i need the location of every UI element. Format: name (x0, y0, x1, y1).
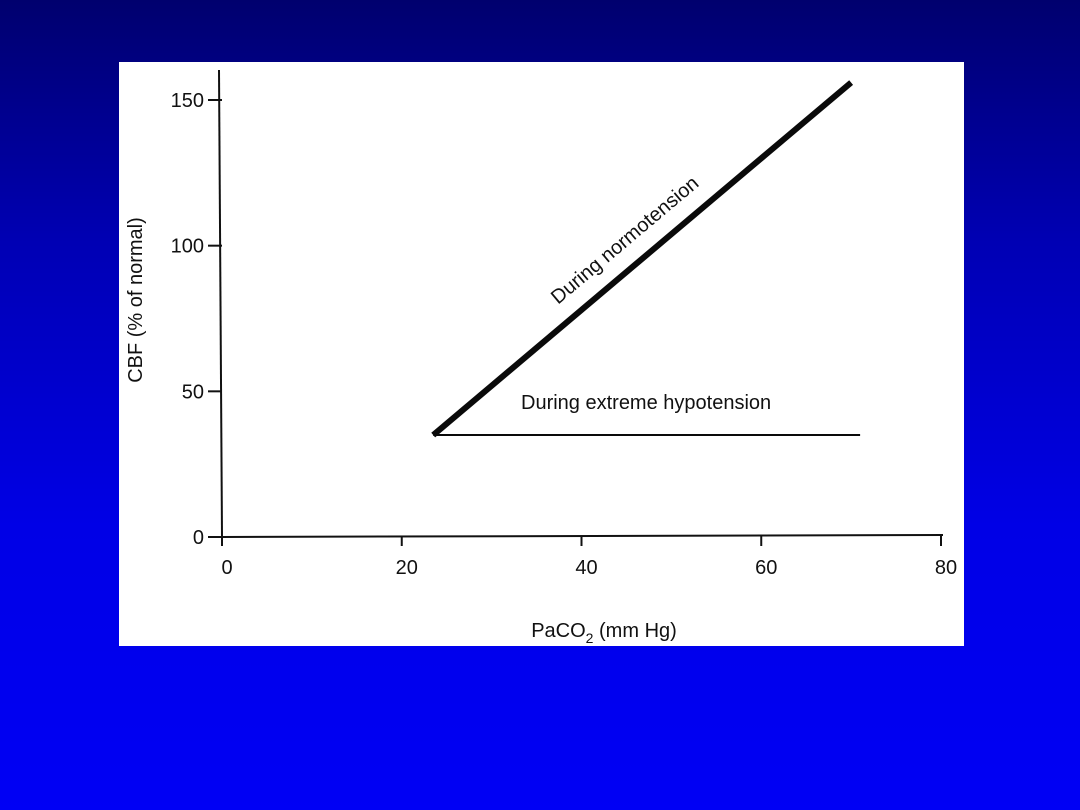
normotension-label: During normotension (547, 172, 703, 309)
x-tick-label: 80 (935, 557, 957, 579)
y-tick-label: 50 (182, 381, 204, 403)
x-tick-label: 0 (221, 557, 232, 579)
y-tick-label: 150 (171, 90, 204, 112)
x-tick-label: 20 (396, 557, 418, 579)
series-labels: During normotension During extreme hypote… (521, 172, 771, 414)
x-axis-title-rest: (mm Hg) (593, 620, 676, 642)
data-series (431, 80, 861, 438)
y-axis-title: CBF (% of normal) (125, 217, 147, 383)
x-axis-title-main: PaCO (531, 620, 585, 642)
x-tick-label: 60 (755, 557, 777, 579)
normotension-line (431, 80, 854, 438)
x-axis-title: PaCO2 (mm Hg) (531, 620, 677, 646)
y-axis-line (218, 69, 223, 538)
x-axis-title-subscript: 2 (586, 630, 594, 646)
chart-panel: 0 20 40 60 80 0 50 100 150 During normotension Du… (119, 62, 964, 646)
axes (218, 69, 944, 538)
y-tick-label: 100 (171, 236, 204, 258)
x-tick-label: 40 (575, 557, 597, 579)
y-tick-label: 0 (193, 527, 204, 549)
hypotension-label: During extreme hypotension (521, 392, 771, 414)
axis-ticks: 0 20 40 60 80 0 50 100 150 (171, 90, 958, 579)
